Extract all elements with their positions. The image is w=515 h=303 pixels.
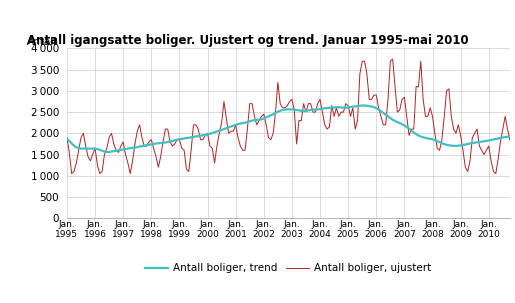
Line: Antall boliger, ujustert: Antall boliger, ujustert [67,59,510,174]
Antall boliger, trend [64,137,70,141]
Antall boliger, trend [113,149,119,152]
Legend: Antall boliger, trend, Antall boliger, ujustert: Antall boliger, trend, Antall boliger, u… [141,259,436,278]
Text: Antall igangsatte boliger. Ujustert og trend. Januar 1995-mai 2010: Antall igangsatte boliger. Ujustert og t… [27,34,469,47]
Antall boliger, ujustert [64,136,70,139]
Antall boliger, ujustert [68,172,75,175]
Antall boliger, trend [200,133,206,137]
Antall boliger, ujustert [268,138,274,142]
Antall boliger, ujustert [289,98,295,101]
Antall boliger, trend [359,104,365,107]
Antall boliger, trend [193,135,199,138]
Antall boliger, ujustert [113,148,119,152]
Antall boliger, ujustert [507,138,513,142]
Antall boliger, trend [104,150,110,154]
Antall boliger, trend [289,108,295,111]
Antall boliger, trend [507,135,513,138]
Line: Antall boliger, trend: Antall boliger, trend [67,105,510,152]
Text: Antall: Antall [27,37,57,47]
Antall boliger, ujustert [389,57,396,61]
Antall boliger, ujustert [200,138,206,142]
Antall boliger, trend [169,139,176,143]
Antall boliger, ujustert [169,144,176,148]
Antall boliger, trend [268,114,274,117]
Antall boliger, ujustert [193,123,199,127]
